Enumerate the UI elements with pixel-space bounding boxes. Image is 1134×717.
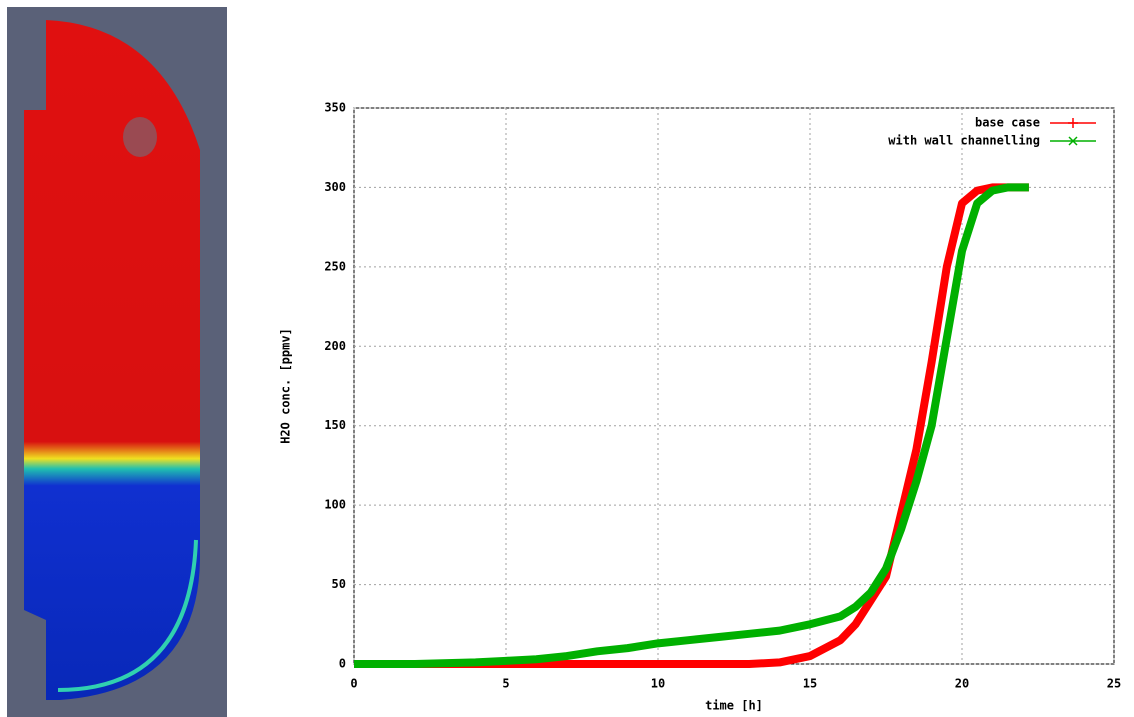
x-tick-label: 25 [1107,677,1121,691]
vessel-body [24,20,200,700]
x-tick-label: 20 [955,677,969,691]
x-axis-label: time [h] [705,699,763,713]
chart: time [h] H2O conc. [ppmv] 05010015020025… [279,101,1122,713]
x-tick-label: 5 [502,677,509,691]
y-tick-label: 50 [332,577,346,591]
y-tick-label: 200 [324,339,346,353]
vessel-port [123,117,157,157]
y-tick-label: 100 [324,498,346,512]
x-tick-label: 0 [350,677,357,691]
legend-marker [1068,118,1078,128]
y-tick-label: 150 [324,418,346,432]
page: time [h] H2O conc. [ppmv] 05010015020025… [0,0,1134,717]
y-tick-label: 0 [339,657,346,671]
x-tick-label: 15 [803,677,817,691]
y-tick-label: 250 [324,259,346,273]
y-tick-label: 350 [324,101,346,115]
legend-label: with wall channelling [888,134,1040,148]
x-tick-label: 10 [651,677,665,691]
legend-label: base case [975,116,1040,130]
y-axis-label: H2O conc. [ppmv] [279,328,293,444]
y-tick-label: 300 [324,180,346,194]
vessel-render [7,7,227,717]
